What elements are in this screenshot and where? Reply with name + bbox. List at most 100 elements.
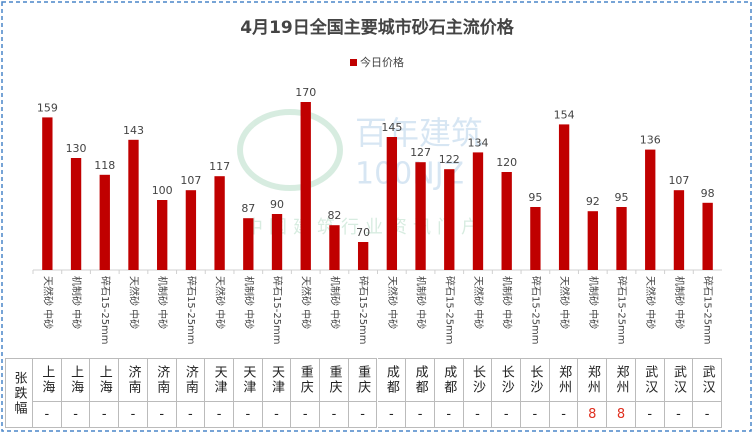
table-city: 天津 <box>205 358 234 402</box>
data-label: 134 <box>467 136 488 149</box>
bar <box>501 172 512 270</box>
data-label: 120 <box>496 156 517 169</box>
table-change: - <box>463 402 493 428</box>
table-city: 重庆 <box>320 358 349 402</box>
data-label: 118 <box>94 159 115 172</box>
table-change: - <box>377 402 407 428</box>
x-tick-label: 碎石15-25mm <box>529 276 542 345</box>
table-change: - <box>61 402 91 428</box>
data-label: 82 <box>327 209 341 222</box>
x-tick-label: 机制砂 中砂 <box>415 276 428 329</box>
table-city: 重庆 <box>291 358 321 402</box>
table-change: - <box>693 402 722 428</box>
data-label: 95 <box>615 191 629 204</box>
bar <box>673 190 685 270</box>
bar <box>300 102 311 270</box>
table-change: - <box>147 402 177 428</box>
table-row-header: 张跌幅 <box>5 358 33 428</box>
table-change: - <box>348 402 378 428</box>
bar <box>128 139 139 270</box>
bar <box>99 174 110 270</box>
bar <box>329 225 340 270</box>
x-tick-label: 碎石15-25mm <box>99 276 112 345</box>
table-change: - <box>664 402 694 428</box>
data-label: 90 <box>270 198 284 211</box>
bar <box>386 137 398 270</box>
bar <box>530 207 541 270</box>
table-change: - <box>635 402 665 428</box>
x-tick-label: 天然砂 中砂 <box>472 276 485 329</box>
x-tick-label: 天然砂 中砂 <box>644 276 657 329</box>
bar <box>472 152 484 270</box>
data-label: 143 <box>123 124 144 137</box>
bar <box>587 211 598 270</box>
bar <box>616 207 627 270</box>
data-label: 122 <box>439 153 460 166</box>
x-tick-label: 机制砂 中砂 <box>673 276 686 329</box>
table-city: 成都 <box>434 358 464 402</box>
data-label: 159 <box>37 101 58 114</box>
legend-label: 今日价格 <box>360 55 404 69</box>
table-city: 长沙 <box>521 358 550 402</box>
table-city: 长沙 <box>463 358 493 402</box>
data-label: 136 <box>640 134 661 147</box>
table-change: - <box>233 402 263 428</box>
data-label: 95 <box>528 191 542 204</box>
table-change: - <box>521 402 550 428</box>
table-city: 成都 <box>377 358 407 402</box>
table-city: 郑州 <box>607 358 636 402</box>
data-label: 127 <box>410 146 431 159</box>
data-label: 145 <box>381 121 402 134</box>
table-city: 济南 <box>119 358 148 402</box>
data-label: 107 <box>180 174 201 187</box>
data-label: 130 <box>66 142 87 155</box>
table-city: 上海 <box>61 358 91 402</box>
table-city: 上海 <box>90 358 120 402</box>
data-label: 98 <box>701 187 715 200</box>
legend-swatch <box>350 59 357 66</box>
bar <box>214 176 225 270</box>
table-change: - <box>205 402 234 428</box>
table-city: 郑州 <box>549 358 579 402</box>
x-tick-label: 天然砂 中砂 <box>386 276 399 329</box>
x-tick-label: 碎石15-25mm <box>357 276 370 345</box>
bar <box>185 190 197 270</box>
bar <box>645 149 656 270</box>
x-tick-label: 碎石15-25mm <box>185 276 198 345</box>
table-change: - <box>119 402 148 428</box>
bar <box>157 200 168 270</box>
x-tick-label: 碎石15-25mm <box>271 276 284 345</box>
bar <box>444 169 455 270</box>
table-change: - <box>320 402 349 428</box>
table-city: 天津 <box>233 358 263 402</box>
bar <box>243 218 254 270</box>
bar <box>558 124 570 271</box>
data-label: 100 <box>152 184 173 197</box>
bar <box>415 162 426 270</box>
table-change: - <box>492 402 522 428</box>
bar <box>42 117 53 271</box>
table-change: - <box>549 402 579 428</box>
data-label: 107 <box>668 174 689 187</box>
x-tick-label: 机制砂 中砂 <box>328 276 341 329</box>
table-city: 郑州 <box>578 358 608 402</box>
table-city: 济南 <box>147 358 177 402</box>
data-label: 87 <box>241 202 255 215</box>
table-change: - <box>90 402 120 428</box>
x-tick-label: 碎石15-25mm <box>616 276 629 345</box>
table-city: 武汉 <box>664 358 694 402</box>
x-tick-label: 碎石15-25mm <box>443 276 456 345</box>
table-change: - <box>434 402 464 428</box>
table-city: 成都 <box>406 358 435 402</box>
x-tick-label: 碎石15-25mm <box>702 276 715 345</box>
bar <box>70 158 82 270</box>
x-tick-label: 天然砂 中砂 <box>300 276 313 329</box>
table-change: - <box>291 402 321 428</box>
table-city: 重庆 <box>348 358 378 402</box>
table-city: 济南 <box>176 358 206 402</box>
table-city: 上海 <box>33 358 62 402</box>
table-city: 武汉 <box>693 358 722 402</box>
data-label: 117 <box>209 160 230 173</box>
